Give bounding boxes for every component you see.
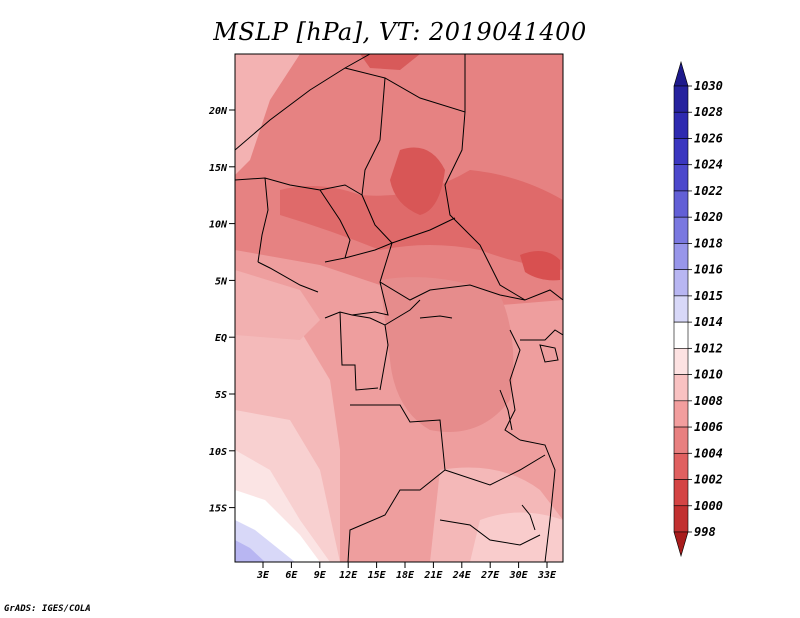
lon-label: 18E	[396, 570, 415, 581]
lat-label: 20N	[208, 106, 228, 117]
lat-label: 10S	[209, 447, 227, 458]
colorbar-segment	[673, 374, 689, 402]
lon-label: 15E	[368, 570, 387, 581]
colorbar-label: 1018	[694, 236, 723, 250]
colorbar-segment	[673, 295, 689, 323]
colorbar-segment	[673, 269, 689, 297]
colorbar-label: 1002	[694, 473, 723, 487]
colorbar-segment	[673, 479, 689, 507]
colorbar-label: 1015	[694, 289, 723, 303]
lon-label: 3E	[256, 570, 270, 581]
colorbar-label: 998	[694, 525, 716, 539]
colorbar-label: 1014	[694, 315, 723, 329]
colorbar-segment	[673, 190, 689, 218]
lat-label: 15S	[209, 504, 227, 515]
colorbar-segment	[673, 138, 689, 166]
lat-label: 15N	[209, 163, 228, 174]
grads-credit: GrADS: IGES/COLA	[4, 604, 91, 614]
colorbar-label: 1000	[694, 499, 723, 513]
colorbar-label: 1010	[694, 368, 723, 382]
colorbar-bottom-arrow	[673, 531, 689, 558]
colorbar-label: 1030	[694, 79, 723, 93]
longitude-axis: 3E 6E 9E 12E 15E 18E 21E 24E 27E 30E 33E	[256, 562, 557, 581]
colorbar-label: 1026	[694, 131, 723, 145]
lon-label: 6E	[285, 570, 298, 581]
colorbar-label: 1024	[694, 158, 723, 172]
lon-label: 12E	[339, 570, 358, 581]
lat-label: 5N	[215, 276, 228, 287]
map-title: MSLP [hPa], VT: 2019041400	[213, 18, 587, 46]
colorbar-segment	[673, 164, 689, 192]
colorbar-segment	[673, 348, 689, 375]
colorbar-label: 1022	[694, 184, 723, 198]
lat-label: EQ	[215, 333, 227, 344]
colorbar-segment	[673, 452, 689, 480]
colorbar-segment	[673, 505, 689, 533]
lon-label: 33E	[537, 570, 557, 581]
colorbar-segment	[673, 111, 689, 139]
colorbar-segment	[673, 216, 689, 244]
colorbar-segment	[673, 243, 689, 270]
lon-label: 30E	[509, 570, 529, 581]
lat-label: 10N	[209, 220, 228, 231]
colorbar-segment	[673, 426, 689, 454]
map-frame	[234, 53, 564, 563]
colorbar-label: 1020	[694, 210, 723, 224]
lon-label: 9E	[314, 570, 327, 581]
colorbar-label: 1008	[694, 394, 723, 408]
latitude-axis: 20N 15N 10N 5N EQ 5S 10S 15S	[208, 106, 235, 515]
colorbar-label: 1006	[694, 420, 723, 434]
pressure-field	[235, 54, 563, 562]
colorbar-segment	[673, 400, 689, 428]
country-borders	[235, 54, 563, 562]
colorbar-label: 1012	[694, 341, 723, 355]
lakes	[419, 315, 559, 531]
lon-label: 24E	[452, 570, 472, 581]
colorbar-label: 1004	[694, 446, 723, 460]
colorbar-label: 1028	[694, 105, 723, 119]
colorbar-segment	[673, 321, 689, 349]
colorbar-top-arrow	[673, 60, 689, 87]
lon-label: 21E	[423, 570, 443, 581]
colorbar: 1030 1028 1026 1024 1022 1020 1018 1016 1015 1014…	[673, 60, 723, 558]
colorbar-segment	[673, 85, 689, 113]
colorbar-label: 1016	[694, 263, 723, 277]
lon-label: 27E	[480, 570, 500, 581]
lat-label: 5S	[215, 390, 227, 401]
